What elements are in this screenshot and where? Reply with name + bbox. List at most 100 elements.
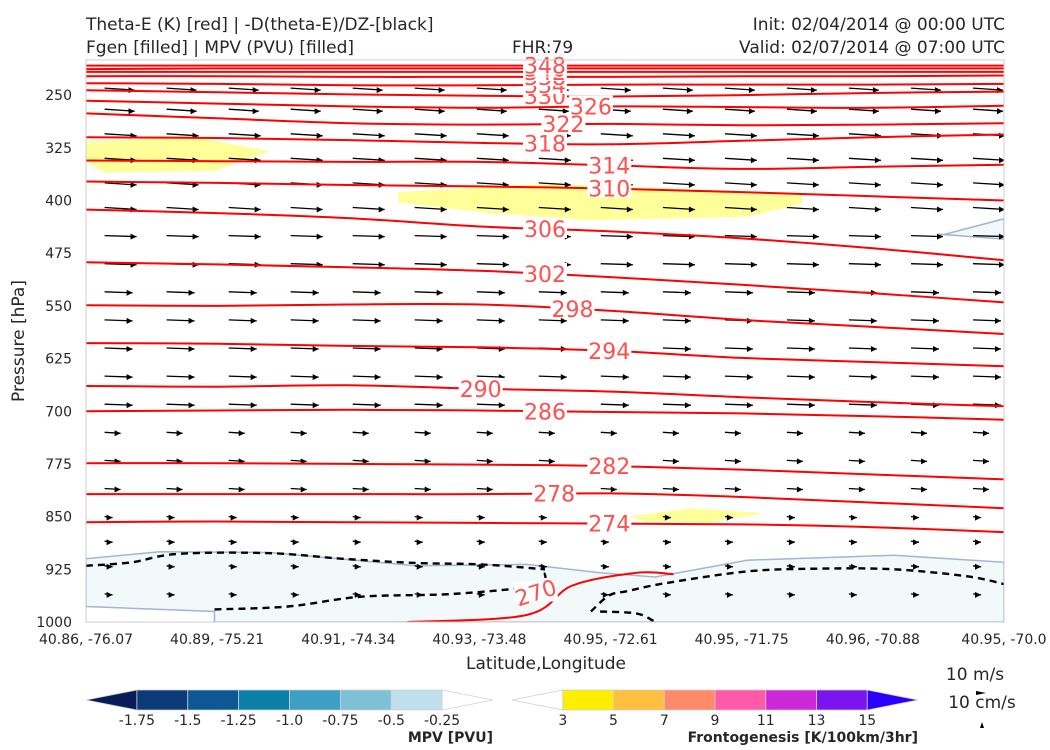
wind-vector-head [999,157,1004,164]
wind-vector-head [486,458,493,465]
wind-vector-head [374,374,381,381]
wind-vector-head [626,233,633,240]
wind-vector-head [354,539,361,546]
theta-e-contour-label: 286 [524,400,566,425]
reference-arrow-bottom [980,722,984,728]
x-tick-label: 40.86, -76.07 [39,632,133,648]
wind-vector-head [316,233,323,240]
wind-vector-head [672,430,679,437]
frontogenesis-fill-region [398,183,802,221]
wind-vector-head [230,591,237,598]
ddz-contour [600,610,656,622]
wind-vector-head [188,346,195,352]
wind-vector-head [937,181,943,188]
wind-vector-head [238,486,245,493]
wind-vector-head [810,108,817,115]
wind-vector-head [748,108,755,115]
mpv-colorbar-tick-label: -1.25 [220,713,256,729]
wind-vector-head [975,591,981,598]
contour-label-background [532,482,577,503]
wind-vector-head [438,87,445,94]
wind-vector-head [872,108,879,115]
wind-vector-head [300,430,307,437]
wind-vector-head [250,317,257,324]
wind-vector-head [870,346,877,352]
wind-vector-head [312,402,319,409]
theta-e-contour [86,99,1004,109]
wind-vector-head [750,157,757,164]
mpv-colorbar-tick-label: -1.0 [276,713,303,729]
theta-e-contour-label: 322 [542,113,584,138]
wind-vector-head [626,132,633,139]
theta-e-contour [407,571,674,622]
wind-vector-head [602,563,609,570]
wind-vector-head [564,181,571,188]
wind-vector-head [362,430,369,437]
title-line-1: Theta-E (K) [red] | -D(theta-E)/DZ-[blac… [86,15,434,35]
wind-vector-head [314,108,321,115]
wind-vector-head [190,108,197,115]
plot-frame [85,59,1005,623]
mpv-fill-region [938,218,1004,240]
wind-vector-head [812,261,819,268]
wind-vector-head [874,206,881,213]
frontogenesis-colorbar-tick-label: 3 [558,713,567,729]
contour-label-background [568,95,613,116]
wind-vector-head [937,261,943,268]
theta-e-contour [86,180,1004,202]
y-tick-label: 400 [45,194,72,210]
wind-vector-head [808,402,815,409]
wind-vector-head [602,591,609,598]
wind-vector-head [913,514,919,521]
contour-label-background [587,455,632,475]
wind-vector-head [126,317,133,324]
x-tick-label: 40.91, -74.34 [301,632,395,648]
ddz-contour [590,567,1004,613]
frontogenesis-colorbar-tick-label: 9 [711,713,720,729]
wind-vector-head [564,206,571,213]
wind-vector-head [106,591,113,598]
wind-vector-head [746,289,753,296]
wind-vector-head [424,430,431,437]
wind-vector-head [995,289,1001,296]
wind-vector-head [937,233,943,240]
wind-vector-head [292,563,299,570]
y-tick-label: 550 [45,299,72,315]
contour-label-background [587,154,632,175]
wind-vector-head [254,206,261,213]
wind-vector-head [748,87,755,94]
wind-vector-head [378,206,385,213]
y-tick-label: 475 [45,246,72,262]
frontogenesis-colorbar-label: Frontogenesis [K/100km/3hr] [688,730,918,746]
wind-vector-head [664,563,671,570]
mpv-colorbar-tick-label: -1.75 [119,713,155,729]
wind-vector-head [192,233,199,240]
mpv-colorbar-swatch [339,689,392,711]
wind-vector-head [292,539,299,546]
wind-vector-head [478,563,485,570]
wind-vector-head [788,514,795,521]
wind-vector-head [933,346,939,352]
wind-vector-head [292,591,299,598]
frontogenesis-fill-region [86,137,270,173]
wind-vector-head [250,402,257,409]
wind-vector-head [997,108,1003,115]
wind-vector-head [788,539,795,546]
wind-vector-head [354,514,361,521]
wind-vector-head [626,206,633,213]
wind-vector-head [316,206,323,213]
wind-vector-head [498,317,505,324]
wind-vector-head [624,87,631,94]
wind-vector-head [540,514,547,521]
wind-vector-head [416,563,423,570]
wind-vector-head [436,374,443,381]
theta-e-contour-label: 318 [524,133,566,158]
wind-vector-head [106,514,113,521]
reference-key-bottom: 10 cm/s [948,693,1016,713]
wind-vector-head [808,289,815,296]
wind-vector-head [500,87,507,94]
wind-vector-head [440,233,447,240]
wind-vector-head [688,132,695,139]
wind-vector-head [870,374,877,381]
